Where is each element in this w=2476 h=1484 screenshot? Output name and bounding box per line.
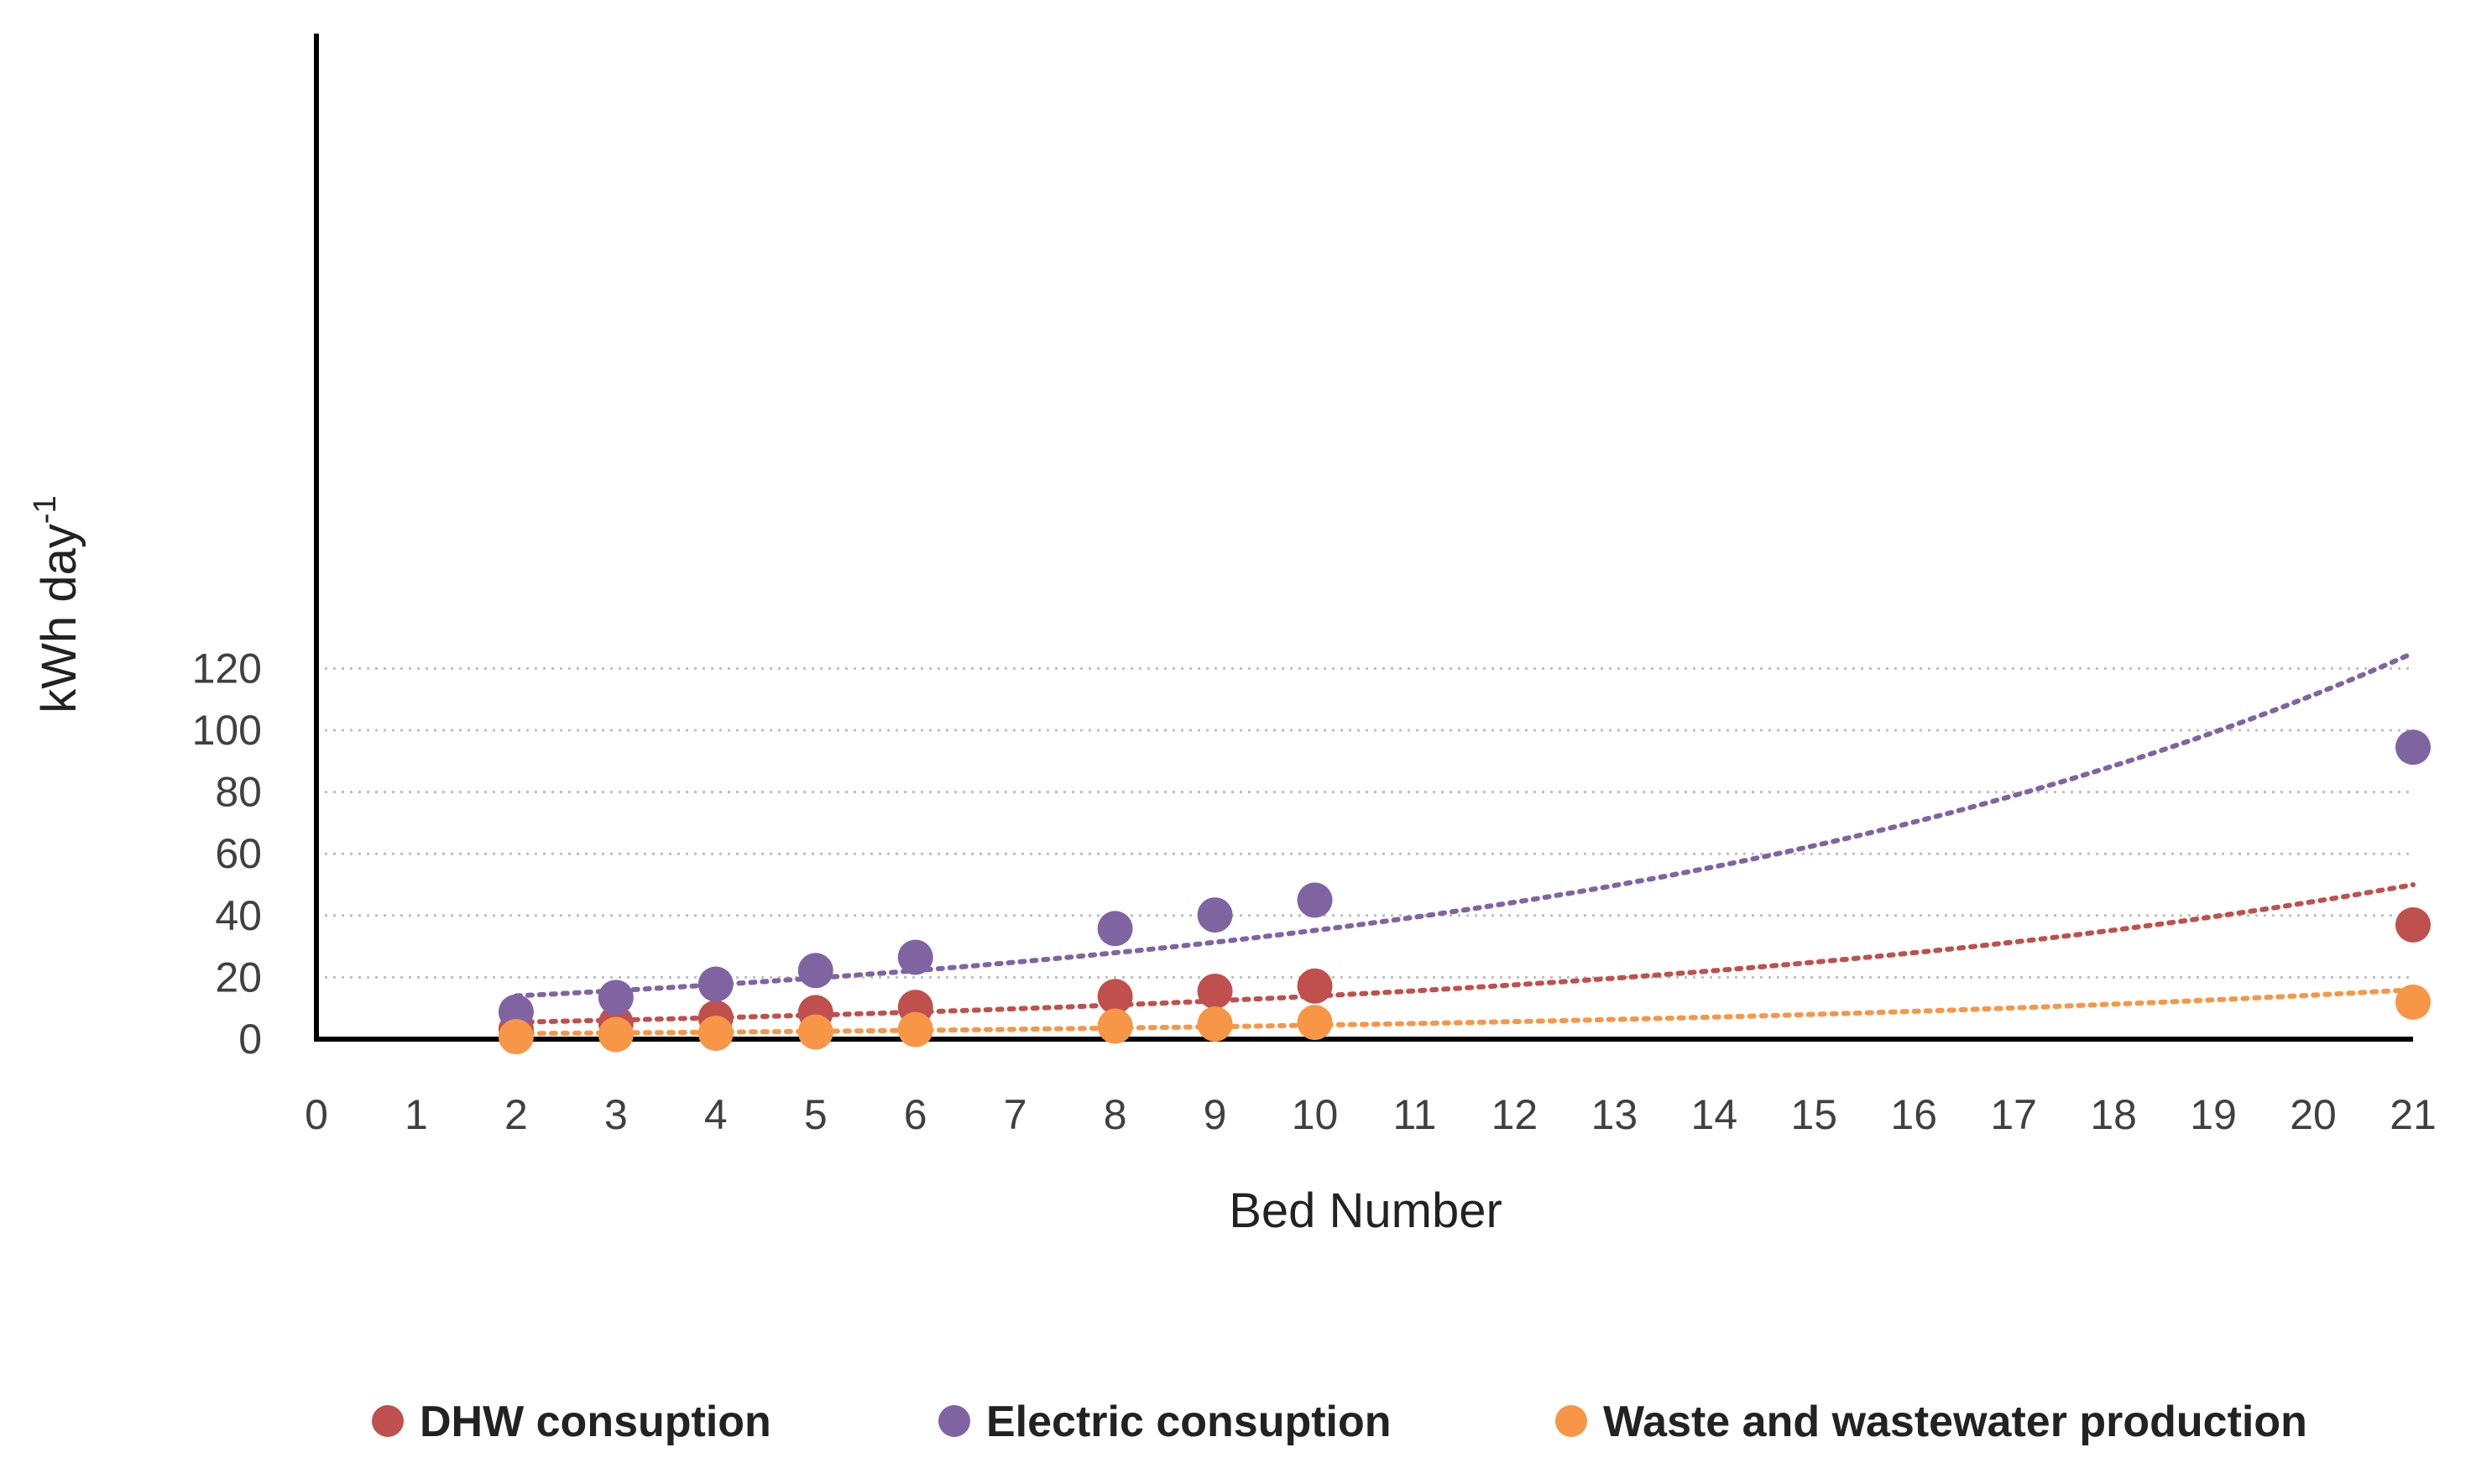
x-tick-label: 17 <box>1990 1091 2037 1138</box>
y-tick-label: 40 <box>215 892 262 939</box>
point-series-1-x4 <box>697 966 734 1002</box>
point-series-1-x9 <box>1197 897 1233 933</box>
y-axis-title: kWh day-1 <box>28 495 86 713</box>
x-tick-labels: 0 1 2 3 4 5 6 7 8 9 10 11 12 13 14 15 16 17 18 19 20 21 <box>305 1091 2437 1138</box>
trendline-series-1 <box>513 651 2416 999</box>
x-tick-label: 18 <box>2090 1091 2137 1138</box>
point-series-2-x9 <box>1197 1006 1233 1042</box>
point-series-0-x8 <box>1097 979 1133 1015</box>
point-series-1-x6 <box>897 939 933 975</box>
x-tick-label: 12 <box>1491 1091 1538 1138</box>
x-tick-label: 0 <box>305 1091 328 1138</box>
x-tick-label: 9 <box>1204 1091 1227 1138</box>
legend-marker <box>372 1405 404 1437</box>
axes <box>314 34 2413 1042</box>
y-tick-labels: 0 20 40 60 80 100 120 <box>192 645 262 1063</box>
x-tick-label: 13 <box>1591 1091 1638 1138</box>
legend-label: Waste and wastewater production <box>1603 1398 2307 1446</box>
point-series-1-x8 <box>1097 911 1133 947</box>
x-tick-label: 1 <box>405 1091 428 1138</box>
x-tick-label: 7 <box>1004 1091 1027 1138</box>
x-tick-label: 16 <box>1890 1091 1937 1138</box>
point-series-0-x9 <box>1197 973 1233 1009</box>
point-series-2-x8 <box>1097 1008 1133 1044</box>
point-series-2-x6 <box>897 1011 933 1048</box>
point-series-1-x2 <box>498 994 534 1030</box>
x-tick-label: 2 <box>504 1091 528 1138</box>
gridlines <box>316 666 2413 979</box>
y-tick-label: 100 <box>192 707 262 754</box>
legend-item-0: DHW consuption <box>372 1398 771 1446</box>
point-series-0-x10 <box>1297 968 1333 1004</box>
point-series-1-x21 <box>2395 729 2431 766</box>
x-tick-label: 10 <box>1292 1091 1339 1138</box>
legend-label: Electric consuption <box>986 1398 1392 1446</box>
point-series-2-x5 <box>797 1014 833 1050</box>
y-tick-label: 0 <box>238 1016 262 1063</box>
point-series-2-x2 <box>498 1019 534 1055</box>
y-tick-label: 80 <box>215 769 262 816</box>
y-tick-label: 60 <box>215 830 262 877</box>
x-tick-label: 5 <box>804 1091 828 1138</box>
x-tick-label: 20 <box>2290 1091 2337 1138</box>
point-series-1-x10 <box>1297 882 1333 918</box>
legend-item-1: Electric consuption <box>938 1398 1392 1446</box>
x-tick-label: 3 <box>604 1091 628 1138</box>
x-tick-label: 11 <box>1393 1091 1437 1138</box>
y-tick-label: 20 <box>215 954 262 1001</box>
legend-marker <box>1555 1405 1587 1437</box>
y-tick-label: 120 <box>192 645 262 692</box>
x-tick-label: 4 <box>704 1091 728 1138</box>
point-series-2-x10 <box>1297 1005 1333 1041</box>
point-series-0-x21 <box>2395 907 2431 943</box>
x-tick-label: 21 <box>2390 1091 2437 1138</box>
legend-item-2: Waste and wastewater production <box>1555 1398 2307 1446</box>
data-points <box>498 729 2431 1055</box>
point-series-1-x3 <box>598 980 634 1016</box>
legend-marker <box>938 1405 970 1437</box>
point-series-2-x3 <box>598 1016 634 1053</box>
legend: DHW consuption Electric consuption Waste a… <box>372 1398 2307 1446</box>
point-series-2-x21 <box>2395 984 2431 1020</box>
point-series-2-x4 <box>697 1016 734 1052</box>
y-axis-title-exponent: -1 <box>28 495 63 524</box>
point-series-1-x5 <box>797 953 833 989</box>
x-tick-label: 19 <box>2190 1091 2237 1138</box>
x-tick-label: 6 <box>904 1091 927 1138</box>
x-tick-label: 15 <box>1790 1091 1837 1138</box>
x-axis-title: Bed Number <box>1229 1184 1502 1238</box>
x-tick-label: 8 <box>1104 1091 1127 1138</box>
x-tick-label: 14 <box>1691 1091 1738 1138</box>
y-axis-title-main: kWh day <box>32 524 86 713</box>
legend-label: DHW consuption <box>420 1398 771 1446</box>
